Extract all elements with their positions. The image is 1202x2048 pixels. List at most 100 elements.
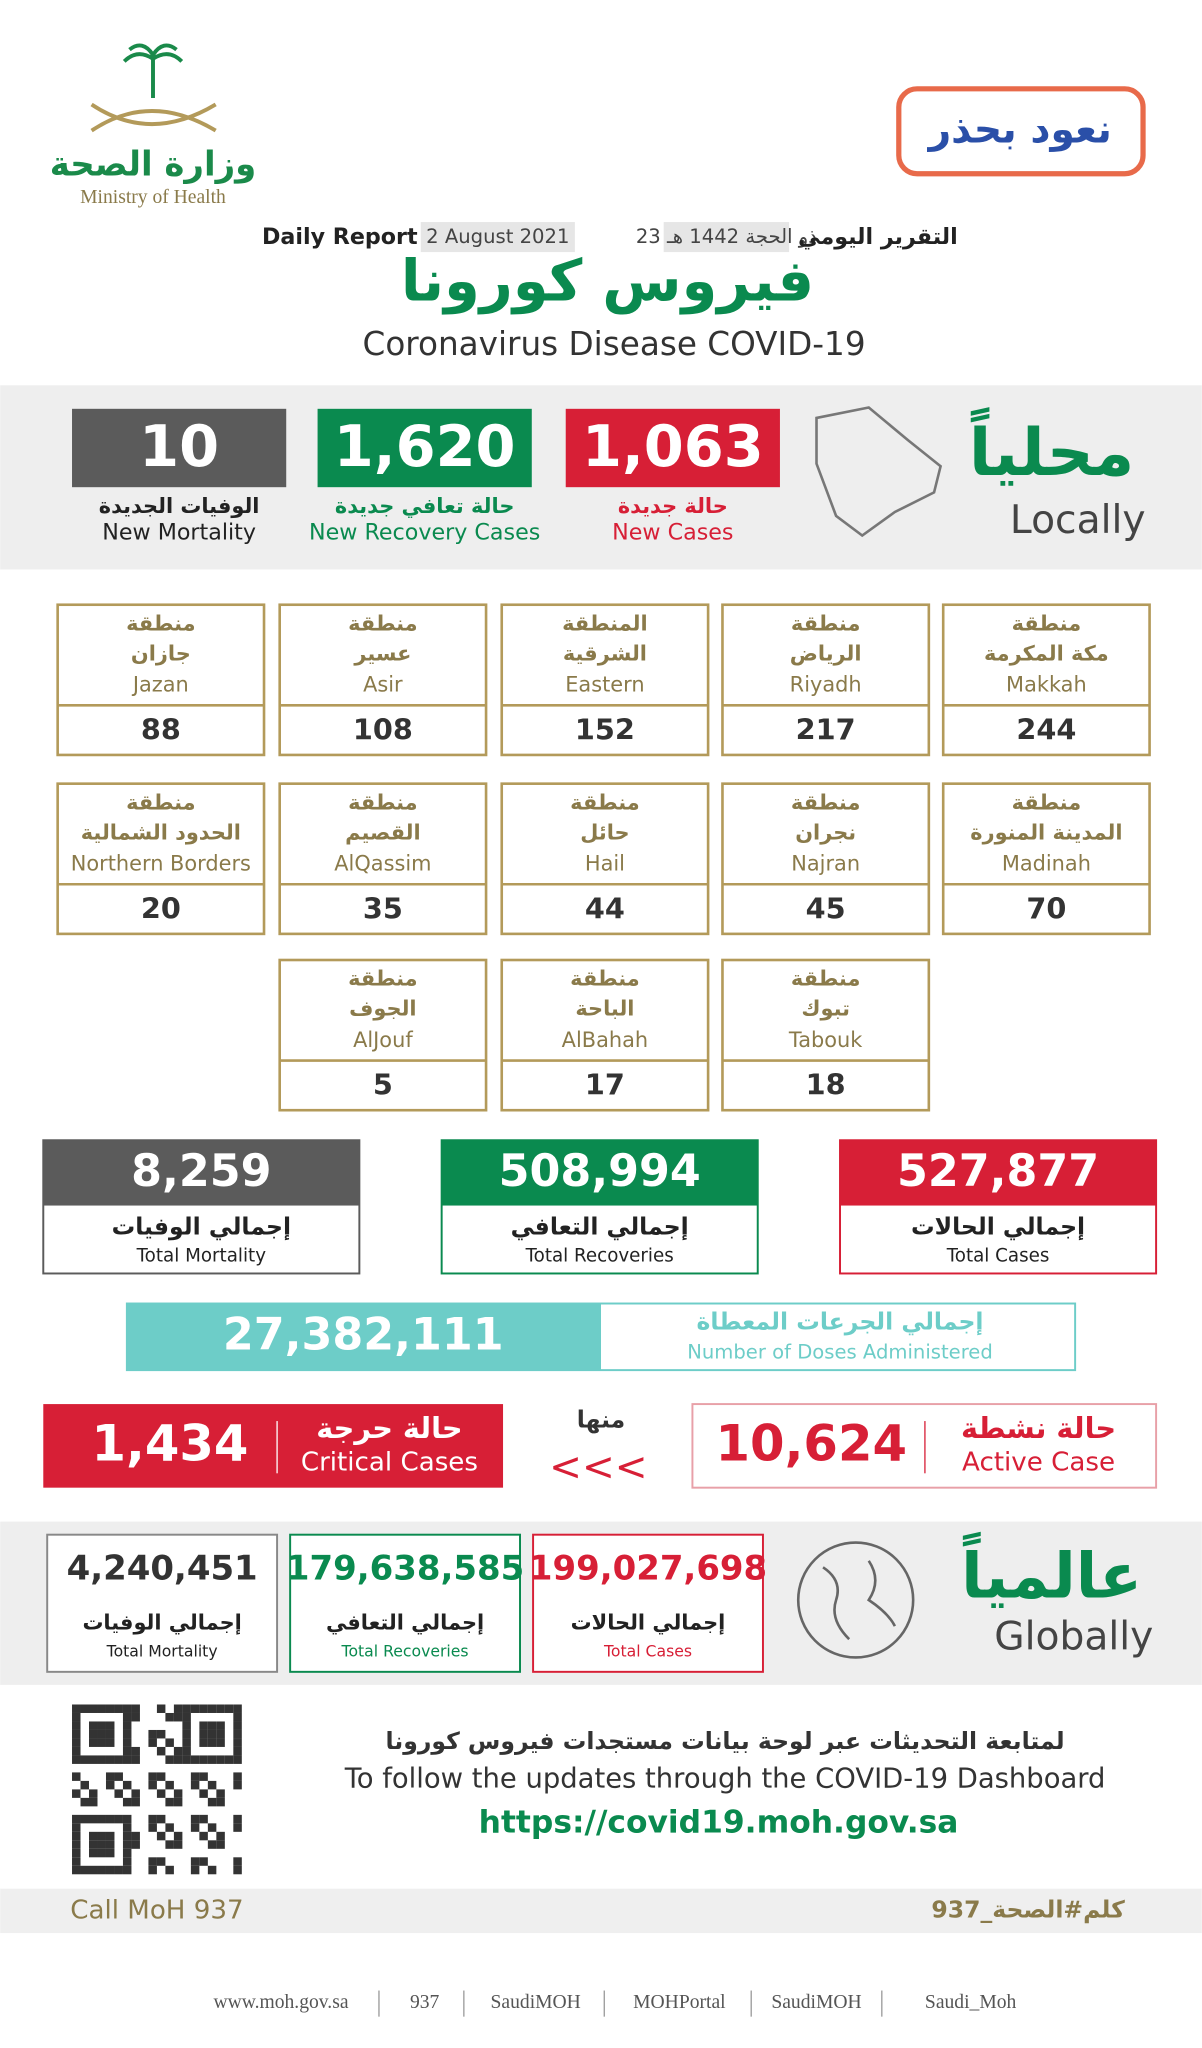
region-prefix: منطقة bbox=[791, 611, 860, 635]
global-label-ar: عالمياً bbox=[961, 1532, 1142, 1613]
call-moh: Call MoH 937 bbox=[70, 1895, 243, 1925]
qr-cell bbox=[148, 1738, 157, 1747]
qr-cell bbox=[165, 1865, 174, 1875]
region-prefix: منطقة bbox=[791, 967, 860, 991]
qr-cell bbox=[233, 1857, 242, 1866]
qr-cell bbox=[207, 1738, 217, 1747]
region-box bbox=[941, 603, 1151, 757]
region-box bbox=[278, 782, 488, 936]
qr-cell bbox=[72, 1755, 81, 1764]
qr-cell bbox=[190, 1780, 200, 1790]
qr-cell bbox=[72, 1857, 81, 1866]
qr-cell bbox=[173, 1797, 183, 1807]
region-box bbox=[500, 603, 710, 757]
slogan: نعود بحذر bbox=[927, 107, 1112, 152]
region-prefix: منطقة bbox=[570, 967, 639, 991]
qr-cell bbox=[97, 1738, 106, 1747]
region-value: 18 bbox=[806, 1068, 846, 1102]
region-ar: جازان bbox=[131, 641, 191, 665]
doses-en: Number of Doses Administered bbox=[687, 1341, 993, 1364]
qr-cell bbox=[131, 1789, 140, 1798]
global-ar: إجمالي الحالات bbox=[571, 1611, 726, 1635]
local-label-en: Locally bbox=[1010, 498, 1146, 543]
qr-cell bbox=[89, 1721, 98, 1730]
active-en: Active Case bbox=[962, 1447, 1115, 1477]
qr-cell bbox=[72, 1712, 81, 1722]
qr-cell bbox=[165, 1823, 174, 1832]
region-en: Jazan bbox=[131, 673, 189, 697]
qr-cell bbox=[233, 1729, 242, 1739]
qr-cell bbox=[122, 1840, 132, 1849]
qr-code bbox=[72, 1704, 242, 1875]
qr-cell bbox=[131, 1831, 140, 1841]
region-en: Northern Borders bbox=[71, 852, 251, 876]
global-value: 199,027,698 bbox=[529, 1548, 767, 1588]
region-box bbox=[500, 958, 710, 1112]
qr-cell bbox=[105, 1738, 115, 1747]
region-prefix: منطقة bbox=[348, 967, 417, 991]
region-en: Asir bbox=[363, 673, 403, 697]
region-ar: تبوك bbox=[801, 997, 850, 1021]
qr-cell bbox=[105, 1704, 115, 1713]
qr-cell bbox=[122, 1797, 132, 1807]
qr-cell bbox=[199, 1704, 208, 1713]
qr-cell bbox=[233, 1755, 242, 1764]
qr-cell bbox=[156, 1772, 166, 1781]
region-box bbox=[721, 782, 931, 936]
qr-cell bbox=[156, 1746, 166, 1756]
global-label-en: Globally bbox=[994, 1615, 1153, 1660]
qr-cell bbox=[97, 1721, 106, 1730]
qr-cell bbox=[89, 1729, 98, 1739]
region-en: Tabouk bbox=[788, 1028, 863, 1052]
total-ar: إجمالي الوفيات bbox=[112, 1212, 291, 1241]
report-hijri: 23 ذو الحجة 1442 هـ bbox=[636, 225, 817, 248]
region-ar: الجوف bbox=[349, 997, 416, 1021]
region-ar: المدينة المنورة bbox=[970, 820, 1122, 844]
qr-cell bbox=[105, 1814, 115, 1824]
follow-ar: لمتابعة التحديثات عبر لوحة بيانات مستجدا… bbox=[386, 1727, 1065, 1755]
qr-cell bbox=[72, 1772, 81, 1781]
qr-cell bbox=[89, 1704, 98, 1713]
region-prefix: منطقة bbox=[791, 790, 860, 814]
local-stat-en: New Cases bbox=[612, 519, 733, 545]
doses-value: 27,382,111 bbox=[223, 1309, 504, 1360]
local-stat-box bbox=[317, 408, 532, 488]
qr-cell bbox=[72, 1721, 81, 1730]
qr-cell bbox=[165, 1712, 174, 1722]
qr-cell bbox=[233, 1738, 242, 1747]
qr-cell bbox=[199, 1789, 208, 1798]
qr-cell bbox=[182, 1755, 191, 1764]
qr-cell bbox=[156, 1857, 166, 1866]
region-box bbox=[56, 782, 266, 936]
social-link: MOHPortal bbox=[633, 1992, 726, 2013]
qr-cell bbox=[97, 1848, 106, 1858]
region-en: AlJouf bbox=[353, 1028, 413, 1052]
region-value: 244 bbox=[1016, 712, 1076, 746]
qr-cell bbox=[97, 1729, 106, 1739]
qr-cell bbox=[122, 1721, 132, 1730]
qr-cell bbox=[173, 1840, 183, 1849]
local-stat-en: New Mortality bbox=[102, 519, 256, 545]
region-value: 88 bbox=[141, 712, 181, 746]
qr-cell bbox=[199, 1721, 208, 1730]
qr-cell bbox=[165, 1738, 174, 1747]
hijri-bg bbox=[663, 222, 790, 253]
region-prefix: منطقة bbox=[570, 790, 639, 814]
qr-cell bbox=[131, 1755, 140, 1764]
qr-cell bbox=[165, 1797, 174, 1807]
qr-cell bbox=[89, 1848, 98, 1858]
qr-cell bbox=[105, 1831, 115, 1841]
qr-cell bbox=[233, 1772, 242, 1781]
qr-cell bbox=[97, 1755, 106, 1764]
region-prefix: منطقة bbox=[1012, 790, 1081, 814]
local-stat-ar: حالة جديدة bbox=[618, 494, 728, 518]
qr-cell bbox=[97, 1814, 106, 1824]
region-en: Makkah bbox=[1006, 673, 1087, 697]
map-outline bbox=[815, 406, 943, 538]
region-value: 17 bbox=[585, 1068, 625, 1102]
qr-cell bbox=[182, 1712, 191, 1722]
qr-cell bbox=[89, 1814, 98, 1824]
qr-cell bbox=[89, 1797, 98, 1807]
qr-cell bbox=[105, 1780, 115, 1790]
region-box bbox=[56, 603, 266, 757]
